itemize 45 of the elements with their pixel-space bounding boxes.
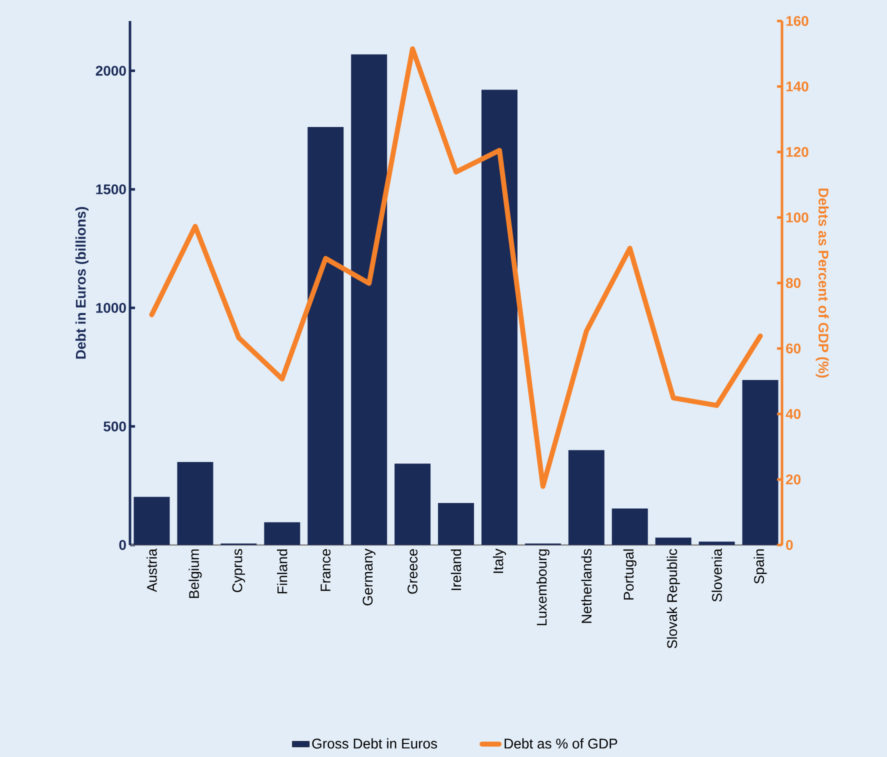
x-tick-label: Luxembourg [536, 549, 550, 626]
x-tick-label: Portugal [623, 549, 636, 600]
y2-tick-label: 100 [786, 212, 808, 222]
legend-label: Gross Debt in Euros [312, 738, 438, 749]
y-axis-title: Debt in Euros (billions) [75, 207, 89, 359]
x-tick-label: Italy [492, 548, 506, 573]
y2-tick-label: 60 [786, 344, 801, 354]
x-tick-label: Belgium [188, 549, 202, 598]
x-tick-label: France [320, 549, 330, 591]
x-tick-label: Austria [146, 548, 157, 592]
y2-tick-label: 80 [786, 278, 801, 288]
bar [177, 462, 214, 545]
bar [264, 522, 300, 545]
bar [394, 464, 431, 545]
y-tick-label: 1500 [96, 184, 126, 194]
x-tick-label: Cyprus [232, 549, 246, 592]
y2-tick-label: 120 [786, 147, 808, 157]
bar [351, 54, 388, 545]
y-tick-label: 0 [119, 540, 126, 550]
x-tick-label: Slovak Republic [666, 548, 680, 648]
y2-tick-label: 0 [786, 540, 793, 550]
bar [438, 503, 474, 545]
legend-label: Debt as % of GDP [504, 738, 618, 749]
bar [481, 90, 518, 545]
x-tick-label: Slovenia [712, 548, 722, 602]
y2-tick-label: 160 [786, 16, 808, 26]
bar [308, 126, 344, 545]
y2-axis-title: Debts as Percent of GDP (%) [816, 188, 829, 378]
bar [742, 380, 778, 545]
x-tick-label: Germany [362, 548, 376, 606]
y-tick-label: 500 [104, 421, 126, 432]
y-tick-label: 2000 [96, 66, 126, 76]
x-tick-label: Netherlands [581, 549, 592, 623]
x-tick-label: Finland [277, 549, 288, 594]
y2-tick-label: 40 [786, 409, 801, 419]
x-tick-label: Greece [408, 549, 418, 594]
x-tick-label: Spain [754, 549, 767, 584]
x-tick-label: Ireland [450, 549, 462, 590]
y-tick-label: 1000 [96, 302, 126, 313]
bar [655, 538, 692, 545]
bar [612, 508, 648, 545]
bar [568, 450, 604, 545]
y2-tick-label: 140 [786, 82, 808, 92]
bar [698, 542, 735, 545]
y2-tick-label: 20 [786, 474, 801, 484]
